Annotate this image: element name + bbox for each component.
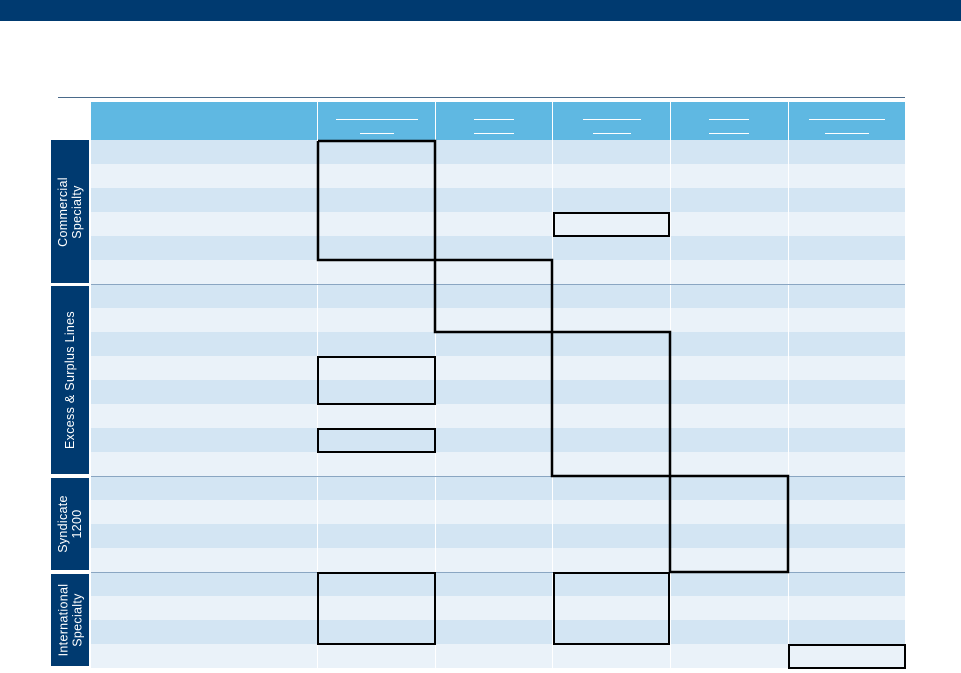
top-header-bar: [0, 0, 961, 21]
table-row: [91, 548, 905, 572]
group-separator: [91, 572, 905, 573]
table-row: [91, 500, 905, 524]
highlight-box: [553, 572, 670, 645]
column-header-5: [789, 102, 905, 140]
group-syndicate-1200: Syndicate 1200: [51, 478, 89, 570]
table-row: [91, 164, 905, 188]
column-header-label: [91, 102, 317, 140]
highlight-box: [317, 428, 436, 453]
table-row: [91, 188, 905, 212]
column-header-3: [553, 102, 670, 140]
highlight-box: [553, 212, 670, 237]
table-row: [91, 140, 905, 164]
table-row: [91, 356, 905, 380]
group-excess-surplus-lines: Excess & Surplus Lines: [51, 286, 89, 474]
table-row: [91, 332, 905, 356]
highlight-box: [788, 644, 906, 669]
table-row: [91, 236, 905, 260]
table-row: [91, 572, 905, 596]
table-row: [91, 644, 905, 668]
table-row: [91, 524, 905, 548]
table-row: [91, 428, 905, 452]
group-separator: [91, 476, 905, 477]
table-row: [91, 596, 905, 620]
group-international-specialty: International Specialty: [51, 574, 89, 666]
table-row: [91, 284, 905, 308]
table-row: [91, 380, 905, 404]
column-divider: [788, 140, 789, 668]
table-row: [91, 620, 905, 644]
column-header-4: [671, 102, 788, 140]
table-row: [91, 260, 905, 284]
highlight-box: [317, 356, 436, 405]
column-header-2: [436, 102, 552, 140]
group-separator: [91, 284, 905, 285]
table-row: [91, 212, 905, 236]
table-top-rule: [58, 97, 905, 98]
group-commercial-specialty: Commercial Specialty: [51, 140, 89, 283]
table-row: [91, 452, 905, 476]
column-header-1: [318, 102, 435, 140]
table-row: [91, 404, 905, 428]
highlight-box: [317, 572, 436, 645]
table-row: [91, 476, 905, 500]
table-row: [91, 308, 905, 332]
